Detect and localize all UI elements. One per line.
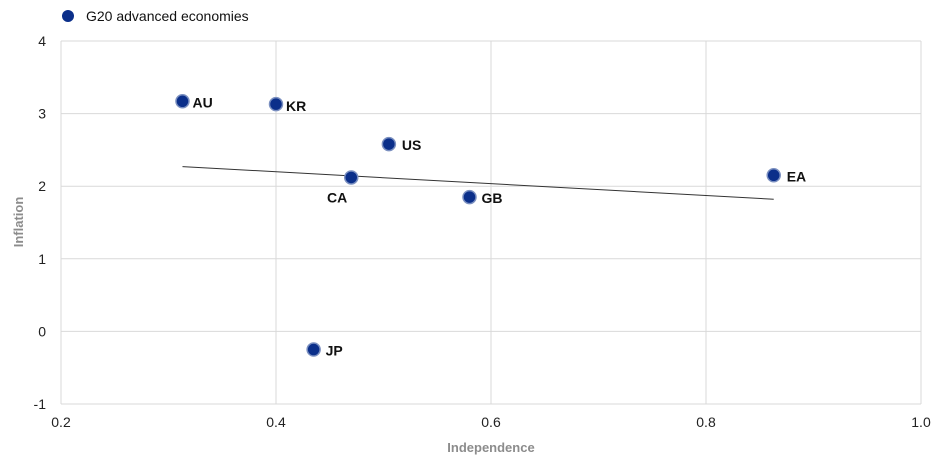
data-point — [462, 189, 477, 205]
data-point — [306, 342, 321, 357]
y-tick-label: 3 — [38, 106, 46, 122]
trendline-layer — [182, 166, 774, 200]
x-tick-label: 1.0 — [911, 414, 931, 430]
axis-ticks: -1 0 1 2 3 4 0.2 0.4 0.6 0.8 1.0 — [34, 33, 931, 430]
y-tick-label: 4 — [38, 33, 46, 49]
point-label: AU — [192, 94, 212, 110]
y-tick-label: 1 — [38, 251, 46, 267]
point-label: US — [402, 137, 421, 153]
x-axis-title: Independence — [447, 440, 534, 455]
data-point — [268, 96, 284, 112]
legend: G20 advanced economies — [62, 8, 249, 24]
point-label: JP — [326, 343, 343, 359]
y-tick-label: 0 — [38, 323, 46, 339]
x-tick-label: 0.8 — [696, 414, 716, 430]
point-label: GB — [482, 190, 503, 206]
grid — [60, 40, 922, 405]
data-point — [766, 168, 781, 183]
data-point — [175, 94, 190, 109]
trendline — [182, 166, 774, 200]
legend-label: G20 advanced economies — [86, 8, 249, 24]
data-points: AU KR US CA GB EA JP — [175, 94, 806, 359]
x-tick-label: 0.2 — [51, 414, 71, 430]
point-label: EA — [787, 168, 806, 184]
y-tick-label: 2 — [38, 178, 46, 194]
point-label: KR — [286, 98, 306, 114]
y-tick-label: -1 — [34, 396, 47, 412]
data-point — [344, 170, 359, 185]
point-label: CA — [327, 189, 347, 205]
data-point — [381, 136, 397, 152]
x-tick-label: 0.6 — [481, 414, 501, 430]
y-axis-title: Inflation — [11, 197, 26, 248]
legend-marker — [62, 10, 74, 22]
x-tick-label: 0.4 — [266, 414, 286, 430]
